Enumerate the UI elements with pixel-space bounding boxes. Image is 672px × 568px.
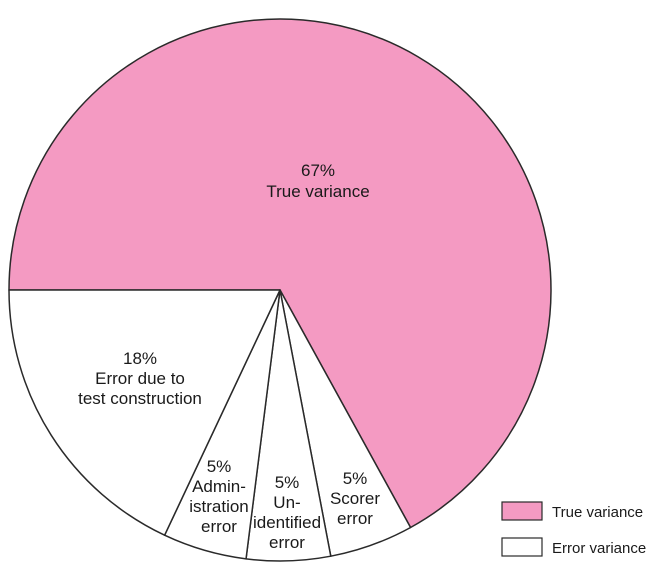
legend-swatch-0 [501, 501, 543, 521]
legend-swatch-1 [501, 537, 543, 557]
pie-slice-construction [8, 289, 281, 536]
legend-label-1: Error variance [552, 540, 646, 557]
slice-label-administration: 5% Admin-istration error [189, 457, 249, 536]
slice-label-true: 67% True variance [266, 161, 369, 201]
slice-label-construction: 18% Error due to test construction [78, 349, 202, 408]
legend-label-0: True variance [552, 504, 643, 521]
pie-slices [8, 18, 552, 562]
pie-slice-true [8, 18, 552, 529]
slice-label-scorer: 5% Scorer error [330, 469, 380, 528]
slice-label-unidentified: 5% Un-identified error [253, 473, 321, 552]
legend: True variance Error variance [501, 501, 646, 557]
